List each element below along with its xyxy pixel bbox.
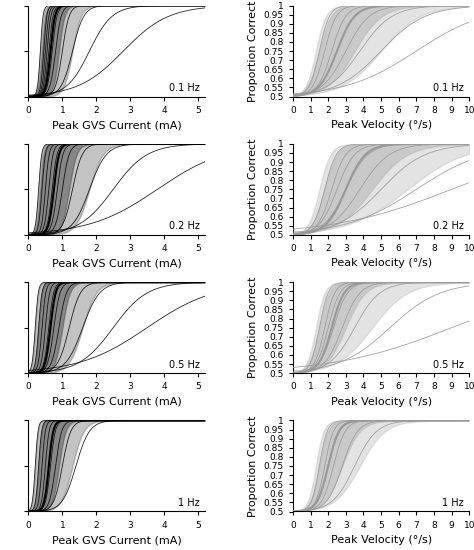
Y-axis label: Proportion Correct: Proportion Correct <box>248 415 258 517</box>
Text: 0.1 Hz: 0.1 Hz <box>169 83 200 93</box>
X-axis label: Peak GVS Current (mA): Peak GVS Current (mA) <box>52 258 182 268</box>
X-axis label: Peak GVS Current (mA): Peak GVS Current (mA) <box>52 397 182 407</box>
X-axis label: Peak Velocity (°/s): Peak Velocity (°/s) <box>330 258 432 268</box>
X-axis label: Peak Velocity (°/s): Peak Velocity (°/s) <box>330 535 432 545</box>
Text: 1 Hz: 1 Hz <box>178 498 200 508</box>
X-axis label: Peak Velocity (°/s): Peak Velocity (°/s) <box>330 397 432 407</box>
X-axis label: Peak GVS Current (mA): Peak GVS Current (mA) <box>52 535 182 545</box>
Text: 0.1 Hz: 0.1 Hz <box>433 83 464 93</box>
Text: 1 Hz: 1 Hz <box>442 498 464 508</box>
Y-axis label: Proportion Correct: Proportion Correct <box>248 277 258 378</box>
X-axis label: Peak GVS Current (mA): Peak GVS Current (mA) <box>52 120 182 130</box>
Text: 0.2 Hz: 0.2 Hz <box>433 221 464 231</box>
Text: 0.5 Hz: 0.5 Hz <box>433 360 464 370</box>
Text: 0.2 Hz: 0.2 Hz <box>169 221 200 231</box>
Y-axis label: Proportion Correct: Proportion Correct <box>248 139 258 240</box>
X-axis label: Peak Velocity (°/s): Peak Velocity (°/s) <box>330 120 432 130</box>
Y-axis label: Proportion Correct: Proportion Correct <box>248 0 258 102</box>
Text: 0.5 Hz: 0.5 Hz <box>169 360 200 370</box>
